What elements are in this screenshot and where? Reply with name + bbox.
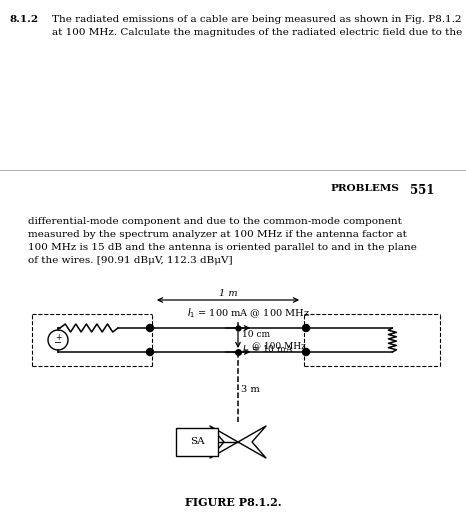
Circle shape <box>146 348 153 355</box>
Text: 1 m: 1 m <box>219 289 237 298</box>
Text: +: + <box>55 333 61 343</box>
Bar <box>176 428 218 456</box>
Text: SA: SA <box>190 438 204 446</box>
Text: −: − <box>54 338 62 348</box>
Text: 8.1.2: 8.1.2 <box>10 15 39 24</box>
Text: 551: 551 <box>410 184 434 197</box>
Text: of the wires. [90.91 dBμV, 112.3 dBμV]: of the wires. [90.91 dBμV, 112.3 dBμV] <box>28 256 233 265</box>
Text: 3 m: 3 m <box>241 386 260 395</box>
Text: differential-mode component and due to the common-mode component: differential-mode component and due to t… <box>28 217 402 226</box>
Text: The radiated emissions of a cable are being measured as shown in Fig. P8.1.2: The radiated emissions of a cable are be… <box>52 15 461 24</box>
Text: @ 100 MHz: @ 100 MHz <box>252 342 306 351</box>
Text: at 100 MHz. Calculate the magnitudes of the radiated electric field due to the: at 100 MHz. Calculate the magnitudes of … <box>52 28 462 37</box>
Circle shape <box>302 348 309 355</box>
Text: FIGURE P8.1.2.: FIGURE P8.1.2. <box>185 497 281 508</box>
Circle shape <box>302 324 309 332</box>
Circle shape <box>146 324 153 332</box>
Text: $I_1$ = 100 mA @ 100 MHz: $I_1$ = 100 mA @ 100 MHz <box>186 307 309 320</box>
Text: measured by the spectrum analyzer at 100 MHz if the antenna factor at: measured by the spectrum analyzer at 100… <box>28 230 407 239</box>
Text: 100 MHz is 15 dB and the antenna is oriented parallel to and in the plane: 100 MHz is 15 dB and the antenna is orie… <box>28 243 417 252</box>
Text: PROBLEMS: PROBLEMS <box>330 184 399 193</box>
Text: 10 cm: 10 cm <box>242 330 270 339</box>
Text: $I_2$ = 10 mA: $I_2$ = 10 mA <box>242 343 294 355</box>
